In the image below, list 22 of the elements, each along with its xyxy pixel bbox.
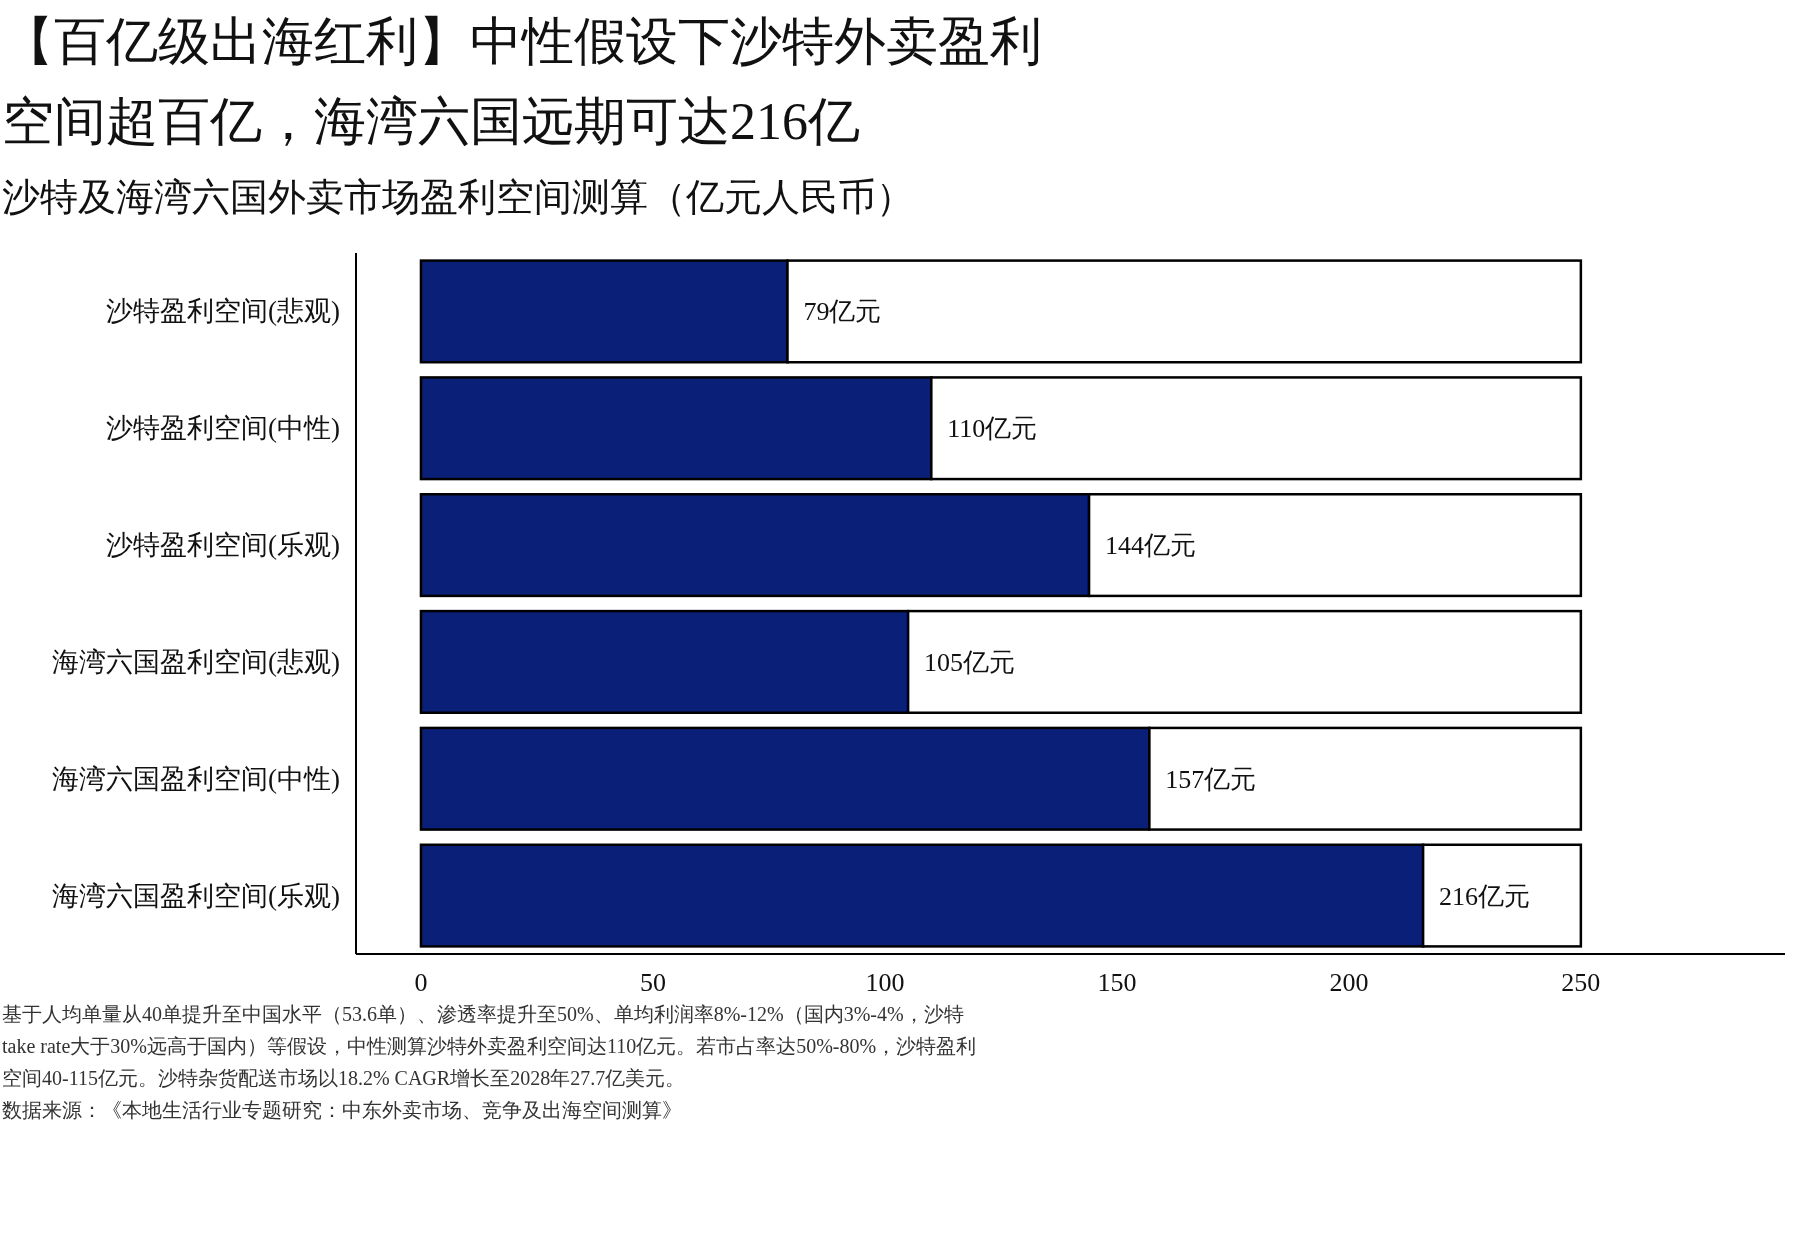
- data-label: 79亿元: [803, 297, 882, 327]
- y-tick-label: 沙特盈利空间(乐观): [106, 530, 340, 561]
- data-label: 144亿元: [1105, 531, 1197, 561]
- data-label: 110亿元: [947, 414, 1038, 444]
- y-tick-label: 沙特盈利空间(悲观): [106, 296, 340, 327]
- text: 基于人均单量从40单提升至中国水平（53.6单）、渗透率提升至50%、单均利润率8%-12%（国内3%-4%，沙特take rate大于30%远高于国内）等假设，中性测算沙特外卖盈利空间达110亿元。若市占率达50%-80%，沙特盈利空间40-115亿元。沙特杂货配送市场以18.2% CAGR增长至2028年27.7亿美元。: [2, 1002, 978, 1091]
- y-tick-label: 海湾六国盈利空间(乐观): [52, 880, 340, 911]
- chart-subtitle: 沙特及海湾六国外卖市场盈利空间测算（亿元人民币）: [2, 175, 914, 220]
- source-note: 数据来源：《本地生活行业专题研究：中东外卖市场、竞争及出海空间测算》: [2, 1098, 683, 1123]
- x-tick-label: 150: [1097, 968, 1137, 997]
- chart-title: 【百亿级出海红利】中性假设下沙特外卖盈利空间超百亿，海湾六国远期可达216亿: [2, 12, 1043, 152]
- data-label: 157亿元: [1165, 764, 1257, 794]
- y-tick-label: 沙特盈利空间(中性): [106, 413, 340, 444]
- data-label: 105亿元: [924, 647, 1016, 677]
- x-tick-label: 200: [1329, 968, 1369, 997]
- x-tick-label: 250: [1561, 968, 1601, 997]
- data-label: 216亿元: [1439, 881, 1531, 911]
- y-tick-label: 海湾六国盈利空间(悲观): [52, 646, 340, 677]
- x-tick-label: 0: [414, 968, 428, 997]
- x-tick-label: 50: [639, 968, 666, 997]
- y-tick-label: 海湾六国盈利空间(中性): [52, 763, 340, 794]
- x-tick-label: 100: [865, 968, 905, 997]
